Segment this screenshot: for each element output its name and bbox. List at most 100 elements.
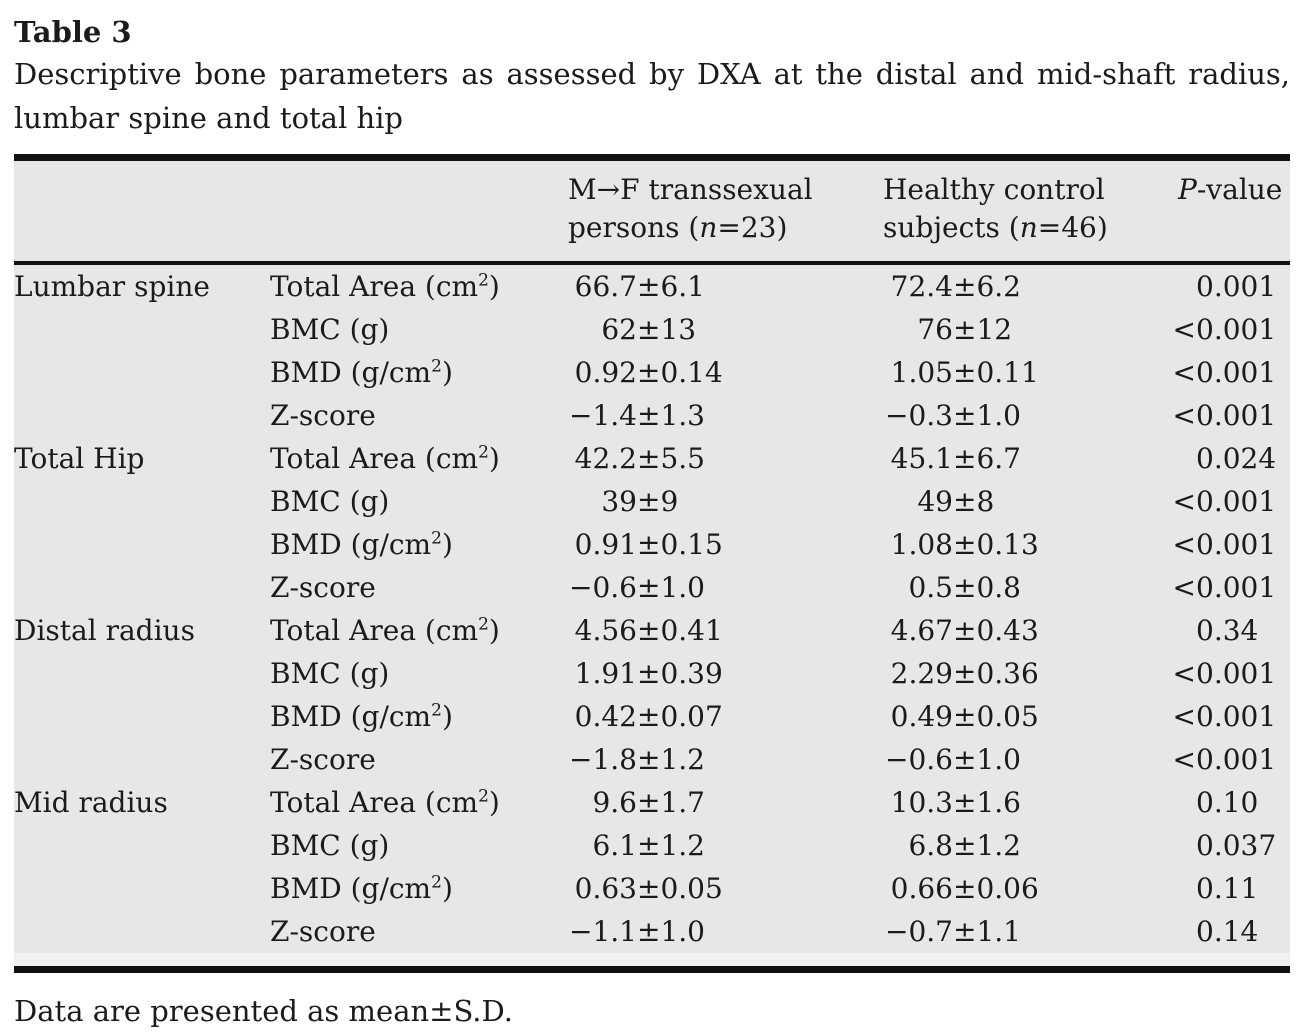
- table-row: BMC (g) 1.91 ±0.39 2.29 ±0.36 <0.001: [14, 652, 1290, 695]
- region-cell: Mid radius: [14, 786, 168, 819]
- p-value-cell: <0.001: [1172, 308, 1290, 351]
- column-header-parameter-empty: [270, 171, 568, 247]
- plus-minus-sign: ±: [953, 528, 977, 561]
- less-than-prefix: [1172, 910, 1196, 953]
- table-row: Z-score −0.6 ±1.0 0.5 ±0.8 <0.001: [14, 566, 1290, 609]
- superscript: 2: [478, 270, 489, 291]
- region-cell: Distal radius: [14, 614, 195, 647]
- plus-minus-sign: ±: [637, 743, 661, 776]
- plus-minus-sign: ±: [637, 270, 661, 303]
- table-row: Mid radius Total Area (cm2) 9.6 ±1.7 10.3…: [14, 781, 1290, 824]
- parameter-cell: BMC (g): [270, 829, 390, 862]
- region-cell: Total Hip: [14, 442, 145, 475]
- control-value-cell: 1.05 ±0.11: [883, 351, 1172, 394]
- p-value-cell: <0.001: [1172, 566, 1290, 609]
- table-row: BMD (g/cm2) 0.63 ±0.05 0.66 ±0.06 0.11: [14, 867, 1290, 910]
- plus-minus-sign: ±: [637, 829, 661, 862]
- less-than-prefix: [1172, 824, 1196, 867]
- plus-minus-sign: ±: [953, 399, 977, 432]
- p-value-cell: <0.001: [1172, 480, 1290, 523]
- p-value-cell: 0.001: [1172, 265, 1290, 308]
- table-row: BMD (g/cm2) 0.92 ±0.14 1.05 ±0.11 <0.001: [14, 351, 1290, 394]
- less-than-prefix: <: [1172, 313, 1196, 346]
- plus-minus-sign: ±: [637, 313, 661, 346]
- control-value-cell: 0.5 ±0.8: [883, 566, 1172, 609]
- mf-value-cell: −1.8 ±1.2: [568, 738, 883, 781]
- plus-minus-sign: ±: [637, 657, 661, 690]
- mf-value-cell: 9.6 ±1.7: [568, 781, 883, 824]
- less-than-prefix: <: [1172, 399, 1196, 432]
- parameter-cell: Z-score: [270, 399, 376, 432]
- p-value-cell: <0.001: [1172, 738, 1290, 781]
- parameter-cell: BMC (g): [270, 313, 390, 346]
- less-than-prefix: [1172, 609, 1196, 652]
- p-value-cell: 0.024: [1172, 437, 1290, 480]
- p-value-cell: <0.001: [1172, 394, 1290, 437]
- table-row: Z-score −1.8 ±1.2 −0.6 ±1.0 <0.001: [14, 738, 1290, 781]
- mf-value-cell: 66.7 ±6.1: [568, 265, 883, 308]
- less-than-prefix: <: [1172, 485, 1196, 518]
- region-cell: [14, 738, 270, 781]
- plus-minus-sign: ±: [637, 485, 661, 518]
- plus-minus-sign: ±: [637, 872, 661, 905]
- plus-minus-sign: ±: [953, 270, 977, 303]
- control-value-cell: 76 ±12: [883, 308, 1172, 351]
- plus-minus-sign: ±: [637, 356, 661, 389]
- superscript: 2: [431, 872, 442, 893]
- control-value-cell: 49 ±8: [883, 480, 1172, 523]
- region-cell: [14, 308, 270, 351]
- less-than-prefix: [1172, 867, 1196, 910]
- parameter-cell: Total Area (cm2): [270, 614, 500, 647]
- parameter-cell: Z-score: [270, 571, 376, 604]
- parameter-cell: BMD (g/cm2): [270, 356, 453, 389]
- plus-minus-sign: ±: [637, 614, 661, 647]
- mf-value-cell: −1.4 ±1.3: [568, 394, 883, 437]
- control-value-cell: 0.66 ±0.06: [883, 867, 1172, 910]
- mf-value-cell: −1.1 ±1.0: [568, 910, 883, 953]
- less-than-prefix: <: [1172, 700, 1196, 733]
- control-value-cell: −0.7 ±1.1: [883, 910, 1172, 953]
- mf-value-cell: 1.91 ±0.39: [568, 652, 883, 695]
- table-row: Z-score −1.4 ±1.3 −0.3 ±1.0 <0.001: [14, 394, 1290, 437]
- region-cell: [14, 695, 270, 738]
- parameter-cell: Total Area (cm2): [270, 270, 500, 303]
- plus-minus-sign: ±: [953, 829, 977, 862]
- parameter-cell: BMD (g/cm2): [270, 872, 453, 905]
- control-value-cell: 2.29 ±0.36: [883, 652, 1172, 695]
- control-value-cell: −0.6 ±1.0: [883, 738, 1172, 781]
- parameter-cell: Total Area (cm2): [270, 786, 500, 819]
- table-row: Lumbar spine Total Area (cm2) 66.7 ±6.1 7…: [14, 265, 1290, 308]
- p-value-cell: 0.037: [1172, 824, 1290, 867]
- plus-minus-sign: ±: [637, 442, 661, 475]
- plus-minus-sign: ±: [953, 786, 977, 819]
- p-value-cell: <0.001: [1172, 351, 1290, 394]
- plus-minus-sign: ±: [637, 528, 661, 561]
- plus-minus-sign: ±: [953, 571, 977, 604]
- p-value-cell: 0.14: [1172, 910, 1290, 953]
- parameter-cell: BMC (g): [270, 657, 390, 690]
- table-row: BMD (g/cm2) 0.42 ±0.07 0.49 ±0.05 <0.001: [14, 695, 1290, 738]
- parameter-cell: Total Area (cm2): [270, 442, 500, 475]
- column-header-pvalue: P-value: [1178, 173, 1283, 206]
- less-than-prefix: <: [1172, 743, 1196, 776]
- parameter-cell: Z-score: [270, 915, 376, 948]
- superscript: 2: [431, 528, 442, 549]
- plus-minus-sign: ±: [637, 571, 661, 604]
- column-header-mf-line1: M→F transsexual: [568, 173, 813, 206]
- control-value-cell: 10.3 ±1.6: [883, 781, 1172, 824]
- p-value-cell: 0.11: [1172, 867, 1290, 910]
- less-than-prefix: <: [1172, 657, 1196, 690]
- table-row: BMC (g) 6.1 ±1.2 6.8 ±1.2 0.037: [14, 824, 1290, 867]
- region-cell: [14, 394, 270, 437]
- plus-minus-sign: ±: [953, 700, 977, 733]
- control-value-cell: 6.8 ±1.2: [883, 824, 1172, 867]
- region-cell: [14, 652, 270, 695]
- control-value-cell: −0.3 ±1.0: [883, 394, 1172, 437]
- column-header-mf-group: M→F transsexual persons (n=23): [568, 171, 883, 247]
- plus-minus-sign: ±: [953, 485, 977, 518]
- superscript: 2: [478, 614, 489, 635]
- superscript: 2: [431, 700, 442, 721]
- table-row: BMC (g) 62 ±13 76 ±12 <0.001: [14, 308, 1290, 351]
- control-value-cell: 1.08 ±0.13: [883, 523, 1172, 566]
- region-cell: [14, 480, 270, 523]
